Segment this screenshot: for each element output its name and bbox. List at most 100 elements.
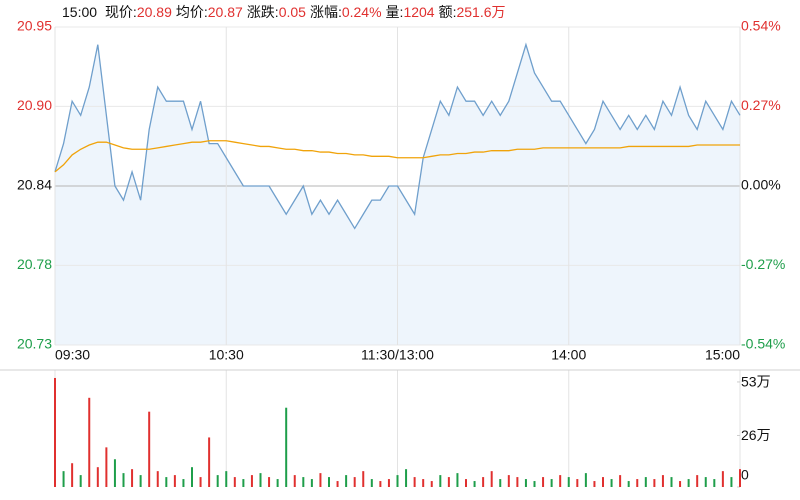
volume-bar [413, 477, 416, 487]
volume-bar [730, 477, 733, 487]
volume-bar [533, 481, 536, 487]
volume-bar [396, 475, 399, 487]
quote-label: 涨跌: [246, 4, 279, 20]
volume-tick-label: 53万 [741, 374, 771, 390]
quote-value: 1204 [403, 4, 435, 20]
volume-bar [131, 469, 134, 487]
volume-bar [259, 473, 262, 487]
x-tick-label: 14:00 [551, 347, 586, 363]
quote-value: 0.24% [341, 4, 382, 20]
average-line [54, 140, 740, 173]
volume-bar [559, 475, 562, 487]
volume-bar [276, 479, 279, 487]
quote-label: 现价: [104, 4, 137, 20]
volume-tick-label: 0 [741, 467, 749, 483]
y2-tick-label: 0.00% [741, 177, 781, 193]
volume-bar [439, 475, 442, 487]
volume-bar [516, 477, 519, 487]
x-tick-label: 15:00 [705, 347, 740, 363]
quote-label: 均价: [175, 4, 208, 20]
quote-label: 量: [385, 4, 404, 20]
volume-bar [216, 475, 219, 487]
volume-bar [670, 477, 673, 487]
volume-bar [156, 471, 159, 487]
volume-bar [627, 481, 630, 487]
quote-value: 20.89 [136, 4, 172, 20]
volume-bar [113, 459, 116, 487]
quote-label: 涨幅: [309, 4, 342, 20]
volume-bar [507, 475, 510, 487]
volume-bar [250, 475, 253, 487]
volume-bar [310, 479, 313, 487]
volume-bar [148, 411, 151, 487]
volume-bar [105, 447, 108, 487]
volume-bar [679, 481, 682, 487]
volume-bar [653, 479, 656, 487]
volume-bar [71, 463, 74, 487]
y-tick-label: 20.73 [17, 336, 52, 352]
x-tick-label: 10:30 [209, 347, 244, 363]
quote-label: 额: [438, 4, 457, 20]
y2-tick-label: -0.54% [741, 336, 785, 352]
volume-bar [387, 479, 390, 487]
volume-bar [293, 475, 296, 487]
quote-value: 20.87 [207, 4, 243, 20]
x-tick-label: 09:30 [55, 347, 90, 363]
volume-bar [96, 467, 99, 487]
volume-bar [721, 471, 724, 487]
quote-time: 15:00 [62, 4, 98, 20]
volume-bar [362, 471, 365, 487]
volume-bar [233, 477, 236, 487]
volume-bar [713, 479, 716, 487]
volume-bar [593, 481, 596, 487]
volume-bar [405, 469, 408, 487]
volume-bar [302, 477, 305, 487]
volume-bar [644, 477, 647, 487]
volume-bar [199, 477, 202, 487]
volume-bar [328, 477, 330, 487]
y2-tick-label: 0.27% [741, 97, 781, 113]
volume-bar [739, 469, 741, 487]
volume-bar [576, 479, 579, 487]
volume-bar [54, 377, 56, 487]
price-line [54, 42, 741, 230]
volume-bar [353, 477, 356, 487]
y-tick-label: 20.95 [17, 18, 52, 34]
volume-bar [696, 475, 699, 487]
volume-bar [422, 479, 425, 487]
volume-bar [173, 475, 176, 487]
volume-bar [584, 473, 587, 487]
volume-bar [165, 477, 168, 487]
volume-bar [345, 475, 348, 487]
volume-bar [62, 471, 65, 487]
volume-bar [336, 481, 339, 487]
volume-bar [499, 479, 502, 487]
volume-bar [182, 479, 185, 487]
volume-bar [473, 481, 476, 487]
volume-bar [88, 397, 91, 487]
volume-bar [550, 479, 553, 487]
volume-bar [379, 481, 382, 487]
y-tick-label: 20.90 [17, 97, 52, 113]
volume-bar [285, 407, 288, 487]
y-tick-label: 20.78 [17, 256, 52, 272]
volume-bar [208, 437, 211, 487]
volume-bar [139, 475, 142, 487]
volume-bar [370, 479, 373, 487]
volume-bar [704, 477, 707, 487]
quote-value: 251.6万 [456, 4, 506, 20]
volume-bar [610, 479, 613, 487]
volume-bar [490, 471, 493, 487]
volume-bar [430, 481, 433, 487]
volume-bar [79, 475, 82, 487]
y2-tick-label: -0.27% [741, 256, 785, 272]
volume-bar [619, 475, 622, 487]
volume-bar [319, 473, 322, 487]
volume-bar [191, 467, 193, 487]
volume-bar [636, 479, 639, 487]
volume-tick-label: 26万 [741, 427, 771, 443]
volume-bar [524, 479, 527, 487]
quote-header: 15:00 现价:20.89 均价:20.87 涨跌:0.05 涨幅:0.24% 量:1… [62, 2, 510, 22]
